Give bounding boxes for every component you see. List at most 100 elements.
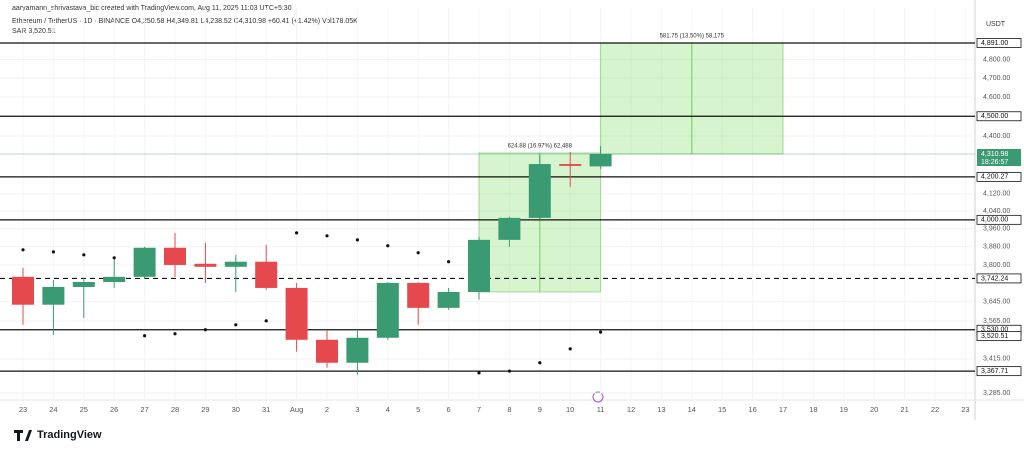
x-tick-label: 17 xyxy=(779,405,787,414)
header-symbol: Ethereum / TetherUS · 1D · BINANCE O4,25… xyxy=(12,18,358,25)
x-tick-label: 7 xyxy=(477,405,481,414)
sar-dot xyxy=(112,256,116,260)
level-label-box xyxy=(976,171,1022,182)
sar-dot xyxy=(599,330,603,334)
candle-body xyxy=(346,337,369,363)
x-tick-label: 10 xyxy=(566,405,574,414)
x-tick-label: 25 xyxy=(80,405,88,414)
brand-name: TradingView xyxy=(37,429,102,441)
x-tick-label: 12 xyxy=(627,405,635,414)
candle-body xyxy=(498,217,521,240)
x-tick-label: 6 xyxy=(447,405,451,414)
sar-dot xyxy=(82,253,86,257)
candle-body xyxy=(194,263,217,267)
level-label: 3,530.00 xyxy=(981,327,1008,334)
level-label: 4,500.00 xyxy=(981,113,1008,120)
x-tick-label: 9 xyxy=(538,405,542,414)
sar-dot xyxy=(507,369,511,373)
y-tick-label: 3,645.00 xyxy=(983,298,1010,305)
y-tick-label: 4,400.00 xyxy=(983,133,1010,140)
sar-dot xyxy=(386,244,390,248)
x-tick-label: 31 xyxy=(262,405,270,414)
x-tick-label: 30 xyxy=(232,405,240,414)
x-tick-label: 18 xyxy=(809,405,817,414)
x-tick-label: 15 xyxy=(718,405,726,414)
x-tick-label: 2 xyxy=(325,405,329,414)
sar-dot xyxy=(447,260,451,264)
y-tick-label: 4,120.00 xyxy=(983,191,1010,198)
x-tick-label: 5 xyxy=(416,405,420,414)
candle-body xyxy=(589,153,612,167)
level-label: 4,000.00 xyxy=(981,217,1008,224)
measure-label: 624.88 (16.97%) 62,488 xyxy=(508,144,573,150)
sar-dot xyxy=(568,347,572,351)
sar-dot xyxy=(173,332,177,336)
y-tick-label: 3,565.00 xyxy=(983,318,1010,325)
brand-logo: TradingView xyxy=(14,429,102,441)
x-tick-label: Aug xyxy=(290,405,303,414)
sar-dot xyxy=(264,319,268,323)
candle-body xyxy=(12,276,34,305)
level-label: 4,891.00 xyxy=(981,40,1008,47)
y-tick-label: 3,880.00 xyxy=(983,243,1010,250)
candle-body xyxy=(285,287,308,340)
countdown-label: 18:26:57 xyxy=(981,159,1008,166)
level-label-box xyxy=(976,366,1022,377)
y-tick-label: 4,700.00 xyxy=(983,75,1010,82)
current-price-box xyxy=(977,148,1021,166)
candle-body xyxy=(407,282,430,308)
level-label: 3,520.51 xyxy=(981,333,1008,340)
sar-dot xyxy=(355,238,359,242)
candle-body xyxy=(376,282,399,338)
x-tick-label: 8 xyxy=(507,405,511,414)
candle-body xyxy=(437,291,460,308)
header-credit: aaryamann_shrivastava_bic created with T… xyxy=(12,5,292,12)
y-tick-label: 3,415.00 xyxy=(983,356,1010,363)
sar-dot xyxy=(234,323,238,327)
candle-body xyxy=(72,282,95,287)
x-tick-label: 26 xyxy=(110,405,118,414)
x-tick-label: 21 xyxy=(900,405,908,414)
level-label: 3,742.24 xyxy=(981,275,1008,282)
level-label-box xyxy=(976,38,1022,48)
y-tick-label: 4,600.00 xyxy=(983,94,1010,101)
sar-dot xyxy=(203,328,207,332)
x-tick-label: 27 xyxy=(140,405,148,414)
sar-dot xyxy=(143,334,147,338)
sar-dot xyxy=(21,248,25,252)
candle-body xyxy=(316,339,338,363)
event-marker xyxy=(592,391,604,403)
y-tick-label: 3,960.00 xyxy=(983,226,1010,233)
sar-dot xyxy=(538,361,542,365)
sar-dot xyxy=(325,234,329,238)
x-tick-label: 4 xyxy=(386,405,390,414)
y-tick-label: 3,800.00 xyxy=(983,262,1010,269)
current-price-label: 4,310.98 xyxy=(981,151,1008,158)
x-tick-label: 14 xyxy=(688,405,696,414)
candle-body xyxy=(224,261,247,267)
candle-body xyxy=(528,164,551,218)
candle-body xyxy=(164,247,186,265)
x-tick-label: 20 xyxy=(870,405,878,414)
x-tick-label: 28 xyxy=(171,405,179,414)
x-tick-label: 13 xyxy=(657,405,665,414)
level-label: 3,367.71 xyxy=(981,368,1008,375)
currency: USDT xyxy=(986,21,1006,28)
level-label-box xyxy=(976,273,1022,284)
y-tick-label: 4,800.00 xyxy=(983,56,1010,63)
x-tick-label: 16 xyxy=(748,405,756,414)
candle-body xyxy=(42,286,65,305)
x-tick-label: 23 xyxy=(961,405,969,414)
measure-label: 581.75 (13.50%) 58,175 xyxy=(660,34,725,40)
header-indicator: SAR 3,520.51 xyxy=(12,28,56,35)
candle-body xyxy=(468,239,490,292)
sar-dot xyxy=(295,231,299,235)
level-label-box xyxy=(976,214,1022,225)
x-tick-label: 23 xyxy=(19,405,27,414)
sar-dot xyxy=(477,371,481,375)
x-tick-label: 29 xyxy=(201,405,209,414)
level-label-box xyxy=(976,331,1022,342)
candle-body xyxy=(103,276,126,283)
level-label-box xyxy=(976,111,1022,122)
